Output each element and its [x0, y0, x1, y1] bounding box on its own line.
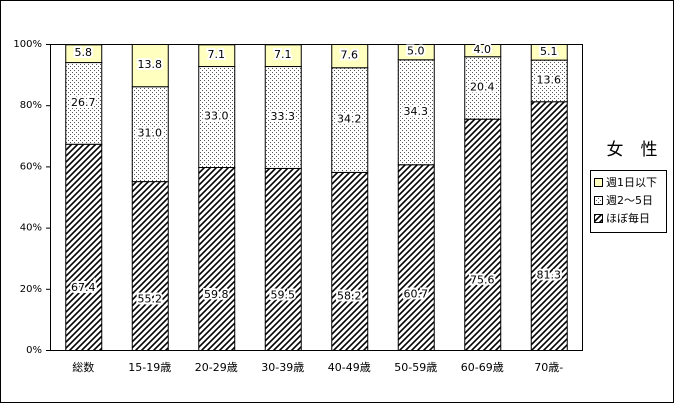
data-label: 5.8: [75, 46, 93, 59]
plot-area: [50, 44, 583, 351]
data-label: 7.1: [208, 48, 226, 61]
x-tick-label: 60-69歳: [461, 361, 504, 374]
y-tick-label: 100%: [13, 39, 42, 50]
bar-segment: [331, 171, 369, 351]
y-tick-label: 0%: [26, 345, 42, 356]
bar-segment: [397, 164, 435, 351]
x-tick-label: 40-49歳: [328, 361, 371, 374]
data-label: 81.3: [537, 268, 562, 281]
bar-segment: [464, 44, 502, 58]
bar-segment: [198, 167, 236, 351]
data-label: 26.7: [71, 96, 96, 109]
bar-segment: [198, 66, 236, 169]
bar-segment: [264, 167, 302, 351]
x-tick-label: 20-29歳: [195, 361, 238, 374]
data-label: 7.1: [274, 48, 292, 61]
data-label: 67.4: [71, 281, 96, 294]
bar-segment: [264, 66, 302, 169]
data-label: 60.7: [404, 287, 429, 300]
legend-swatch: [594, 214, 603, 223]
x-tick-label: 15-19歳: [128, 361, 171, 374]
bar-segment: [131, 86, 169, 183]
bar-segment: [464, 56, 502, 120]
data-label: 4.0: [474, 43, 492, 56]
y-tick-label: 20%: [20, 284, 42, 295]
data-label: 59.8: [204, 288, 229, 301]
bar-segment: [65, 143, 103, 351]
bar-segment: [530, 44, 568, 61]
bar-segment: [331, 44, 369, 69]
bar-segment: [397, 44, 435, 61]
legend-label: 週2～5日: [606, 194, 653, 207]
data-label: 13.8: [138, 58, 163, 71]
data-label: 33.0: [204, 110, 229, 123]
bar-segment: [131, 44, 169, 88]
data-label: 33.3: [271, 110, 296, 123]
data-label: 20.4: [470, 80, 495, 93]
data-label: 58.2: [337, 290, 362, 303]
y-tick-label: 60%: [20, 161, 42, 172]
data-label: 55.2: [138, 292, 163, 305]
data-label: 75.6: [470, 274, 495, 287]
data-label: 34.2: [337, 113, 362, 126]
legend-label: ほぼ毎日: [606, 212, 650, 225]
data-label: 31.0: [138, 127, 163, 140]
bar-segment: [198, 44, 236, 68]
legend: [590, 170, 667, 233]
data-label: 13.6: [537, 73, 562, 86]
legend-label: 週1日以下: [606, 176, 657, 189]
y-tick-label: 80%: [20, 100, 42, 111]
x-tick-label: 30-39歳: [261, 361, 304, 374]
bar-segment: [65, 44, 103, 64]
x-tick-label: 70歳-: [534, 361, 563, 374]
x-tick-label: 総数: [72, 360, 94, 374]
bar-segment: [397, 59, 435, 166]
legend-swatch: [594, 196, 603, 205]
data-label: 5.0: [407, 45, 425, 58]
data-label: 7.6: [341, 49, 359, 62]
chart-title: 女 性: [607, 140, 658, 160]
data-label: 59.5: [271, 288, 296, 301]
bar-segment: [464, 118, 502, 351]
y-tick-label: 40%: [20, 223, 42, 234]
bar-segment: [131, 181, 169, 351]
data-label: 5.1: [540, 45, 558, 58]
bar-segment: [65, 62, 103, 145]
bar-segment: [530, 101, 568, 351]
bar-segment: [331, 67, 369, 173]
data-label: 34.3: [404, 105, 429, 118]
bar-segment: [264, 44, 302, 68]
x-tick-label: 50-59歳: [394, 361, 437, 374]
legend-swatch: [594, 178, 603, 187]
